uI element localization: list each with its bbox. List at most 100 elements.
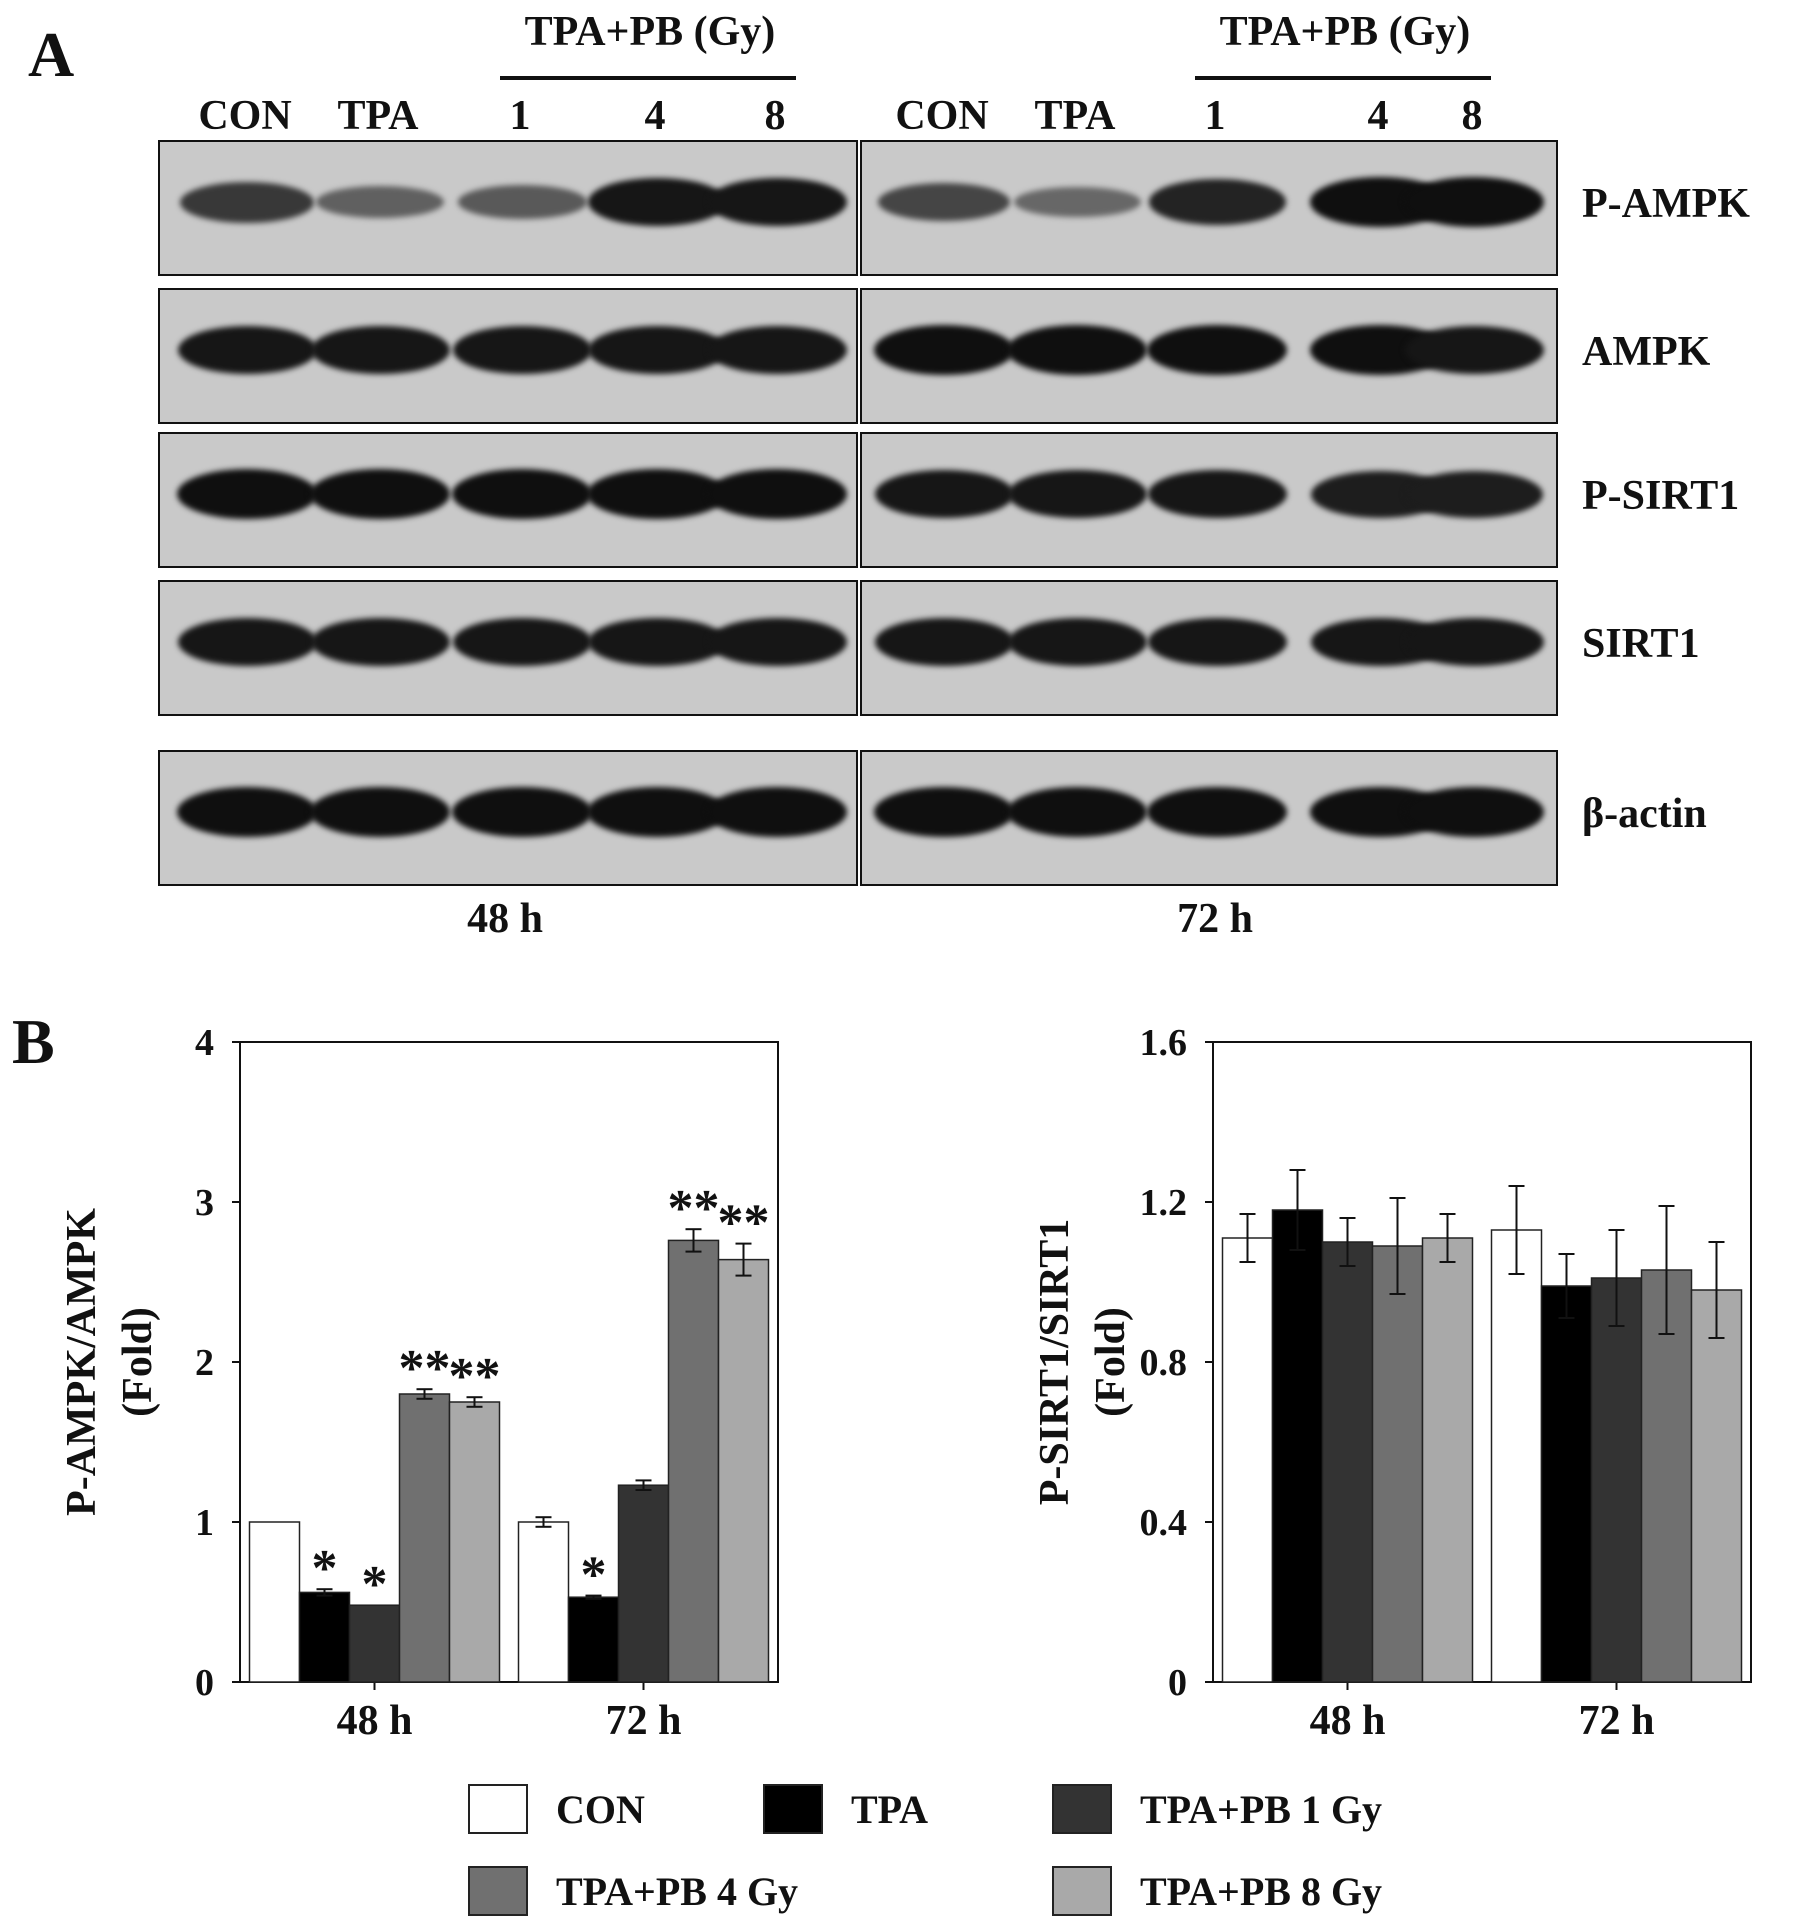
blot-0-left	[158, 140, 858, 276]
blot-band	[180, 181, 314, 223]
blot-band	[310, 617, 450, 667]
blot-band	[1404, 177, 1544, 227]
blot-band	[457, 185, 587, 219]
blot-band	[707, 617, 847, 667]
sirt1-y-tick-label: 0.4	[1140, 1502, 1188, 1544]
sirt1-bar	[1540, 1285, 1593, 1683]
blot-band	[587, 325, 727, 375]
ampk-x-tick-label: 48 h	[337, 1698, 413, 1744]
legend-label: TPA+PB 4 Gy	[556, 1868, 799, 1914]
blot-4-left	[158, 750, 858, 886]
ampk-bar	[567, 1596, 620, 1683]
blot-band	[874, 325, 1014, 375]
lane-label-right-4: 8	[1461, 93, 1483, 139]
sirt1-bar	[1690, 1289, 1743, 1683]
blot-band	[1007, 617, 1147, 667]
lane-label-right-2: 1	[1204, 93, 1226, 139]
ampk-bar	[717, 1258, 770, 1683]
legend-swatch	[763, 1784, 823, 1834]
blot-band	[1147, 617, 1287, 667]
ampk-y-tick-label: 2	[195, 1342, 214, 1384]
blot-band	[1404, 325, 1544, 375]
blot-band	[452, 617, 592, 667]
header-group-left-line	[500, 76, 796, 80]
blot-band	[878, 183, 1010, 221]
header-group-right: TPA+PB (Gy)	[1219, 9, 1471, 55]
blot-band	[587, 617, 727, 667]
blot-band	[1007, 469, 1147, 519]
blot-band	[1404, 617, 1544, 667]
blot-band	[707, 787, 847, 837]
blot-time-label-left: 48 h	[467, 896, 543, 942]
blot-band	[707, 469, 847, 519]
blot-band	[707, 177, 847, 227]
ampk-bar	[517, 1521, 570, 1683]
blot-band	[1007, 325, 1147, 375]
blot-band	[316, 186, 444, 218]
blot-band	[874, 617, 1014, 667]
ampk-x-tick-label: 72 h	[606, 1698, 682, 1744]
blot-band	[587, 787, 727, 837]
blot-band	[177, 469, 317, 519]
ampk-significance-label: **	[399, 1340, 451, 1397]
sirt1-bar	[1271, 1209, 1324, 1683]
blot-band	[1013, 186, 1141, 218]
sirt1-y-tick-label: 1.2	[1140, 1182, 1188, 1224]
blot-band	[452, 469, 592, 519]
lane-label-right-0: CON	[895, 93, 989, 139]
legend-label: TPA	[851, 1786, 929, 1832]
legend-item: TPA	[763, 1784, 928, 1834]
blot-band	[1404, 787, 1544, 837]
blot-band	[310, 469, 450, 519]
blot-band	[452, 787, 592, 837]
ampk-y-tick-label: 0	[195, 1662, 214, 1704]
blot-band	[1148, 179, 1286, 225]
panel-b-letter: B	[12, 1006, 55, 1077]
sirt1-y-axis-label: P-SIRT1/SIRT1	[1032, 1219, 1078, 1505]
legend-item: TPA+PB 1 Gy	[1052, 1784, 1382, 1834]
blot-3-right	[860, 580, 1558, 716]
blot-band	[587, 469, 727, 519]
sirt1-bar	[1221, 1237, 1274, 1683]
sirt1-bar	[1490, 1229, 1543, 1683]
lane-label-left-0: CON	[198, 93, 292, 139]
blot-band	[177, 325, 317, 375]
blot-1-right	[860, 288, 1558, 424]
legend-swatch	[1052, 1866, 1112, 1916]
sirt1-y-tick-label: 0	[1168, 1662, 1187, 1704]
blot-band	[177, 787, 317, 837]
blot-band	[587, 177, 727, 227]
blot-1-left	[158, 288, 858, 424]
legend-swatch	[468, 1866, 528, 1916]
lane-label-left-4: 8	[764, 93, 786, 139]
sirt1-bar	[1421, 1237, 1474, 1683]
ampk-significance-label: **	[449, 1348, 501, 1405]
blot-band	[177, 617, 317, 667]
blot-row-label: β-actin	[1582, 791, 1707, 837]
ampk-bar	[448, 1401, 501, 1683]
ampk-bar	[248, 1521, 301, 1683]
legend-swatch	[468, 1784, 528, 1834]
lane-label-left-1: TPA	[337, 93, 419, 139]
lane-label-right-3: 4	[1367, 93, 1389, 139]
sirt1-bar	[1321, 1241, 1374, 1683]
blot-2-right	[860, 432, 1558, 568]
blot-band	[310, 787, 450, 837]
blot-band	[1147, 469, 1287, 519]
ampk-significance-label: *	[312, 1540, 338, 1597]
ampk-significance-label: *	[362, 1556, 388, 1613]
sirt1-x-tick-label: 72 h	[1579, 1698, 1655, 1744]
legend-item: CON	[468, 1784, 645, 1834]
blot-row-label: SIRT1	[1582, 621, 1700, 667]
legend-label: TPA+PB 1 Gy	[1140, 1786, 1383, 1832]
ampk-bar	[667, 1239, 720, 1683]
sirt1-y-tick-label: 1.6	[1140, 1022, 1188, 1064]
sirt1-bar	[1371, 1245, 1424, 1683]
blot-row-label: P-AMPK	[1582, 181, 1750, 227]
header-group-left: TPA+PB (Gy)	[524, 9, 776, 55]
lane-label-left-2: 1	[509, 93, 531, 139]
legend-swatch	[1052, 1784, 1112, 1834]
blot-band	[1007, 787, 1147, 837]
blot-band	[1147, 787, 1287, 837]
blot-band	[310, 325, 450, 375]
